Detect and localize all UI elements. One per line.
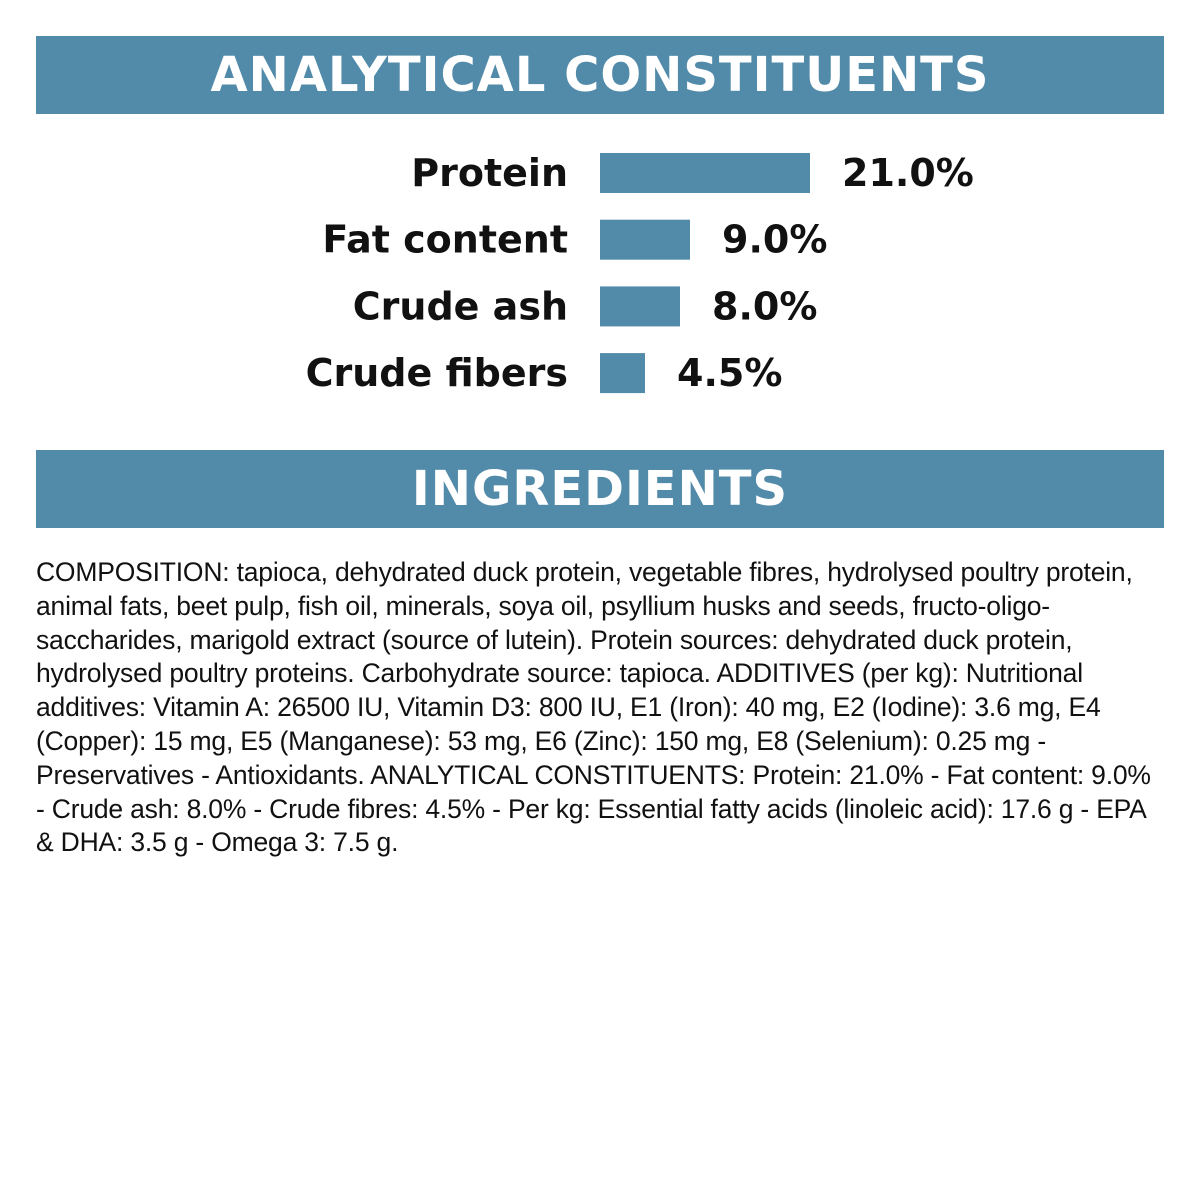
category-label-protein: Protein — [411, 151, 568, 195]
value-label-fat-content: 9.0% — [722, 218, 827, 262]
analytical-constituents-heading: ANALYTICAL CONSTITUENTS — [36, 36, 1164, 114]
value-label-crude-ash: 8.0% — [712, 284, 817, 328]
value-label-protein: 21.0% — [842, 151, 974, 195]
category-label-crude-fibers: Crude fibers — [306, 351, 568, 395]
composition-text: COMPOSITION: tapioca, dehydrated duck pr… — [36, 557, 1151, 858]
bar-crude-fibers — [600, 353, 645, 394]
category-label-crude-ash: Crude ash — [353, 284, 568, 328]
bar-fat-content — [600, 219, 690, 260]
category-label-fat-content: Fat content — [322, 218, 568, 262]
ingredients-heading: INGREDIENTS — [36, 450, 1164, 528]
bar-protein — [600, 153, 810, 193]
constituents-bar-chart: Protein 21.0% Fat content 9.0% Crude ash 8.0%… — [306, 151, 974, 395]
bar-crude-ash — [600, 286, 680, 327]
value-label-crude-fibers: 4.5% — [677, 351, 782, 395]
